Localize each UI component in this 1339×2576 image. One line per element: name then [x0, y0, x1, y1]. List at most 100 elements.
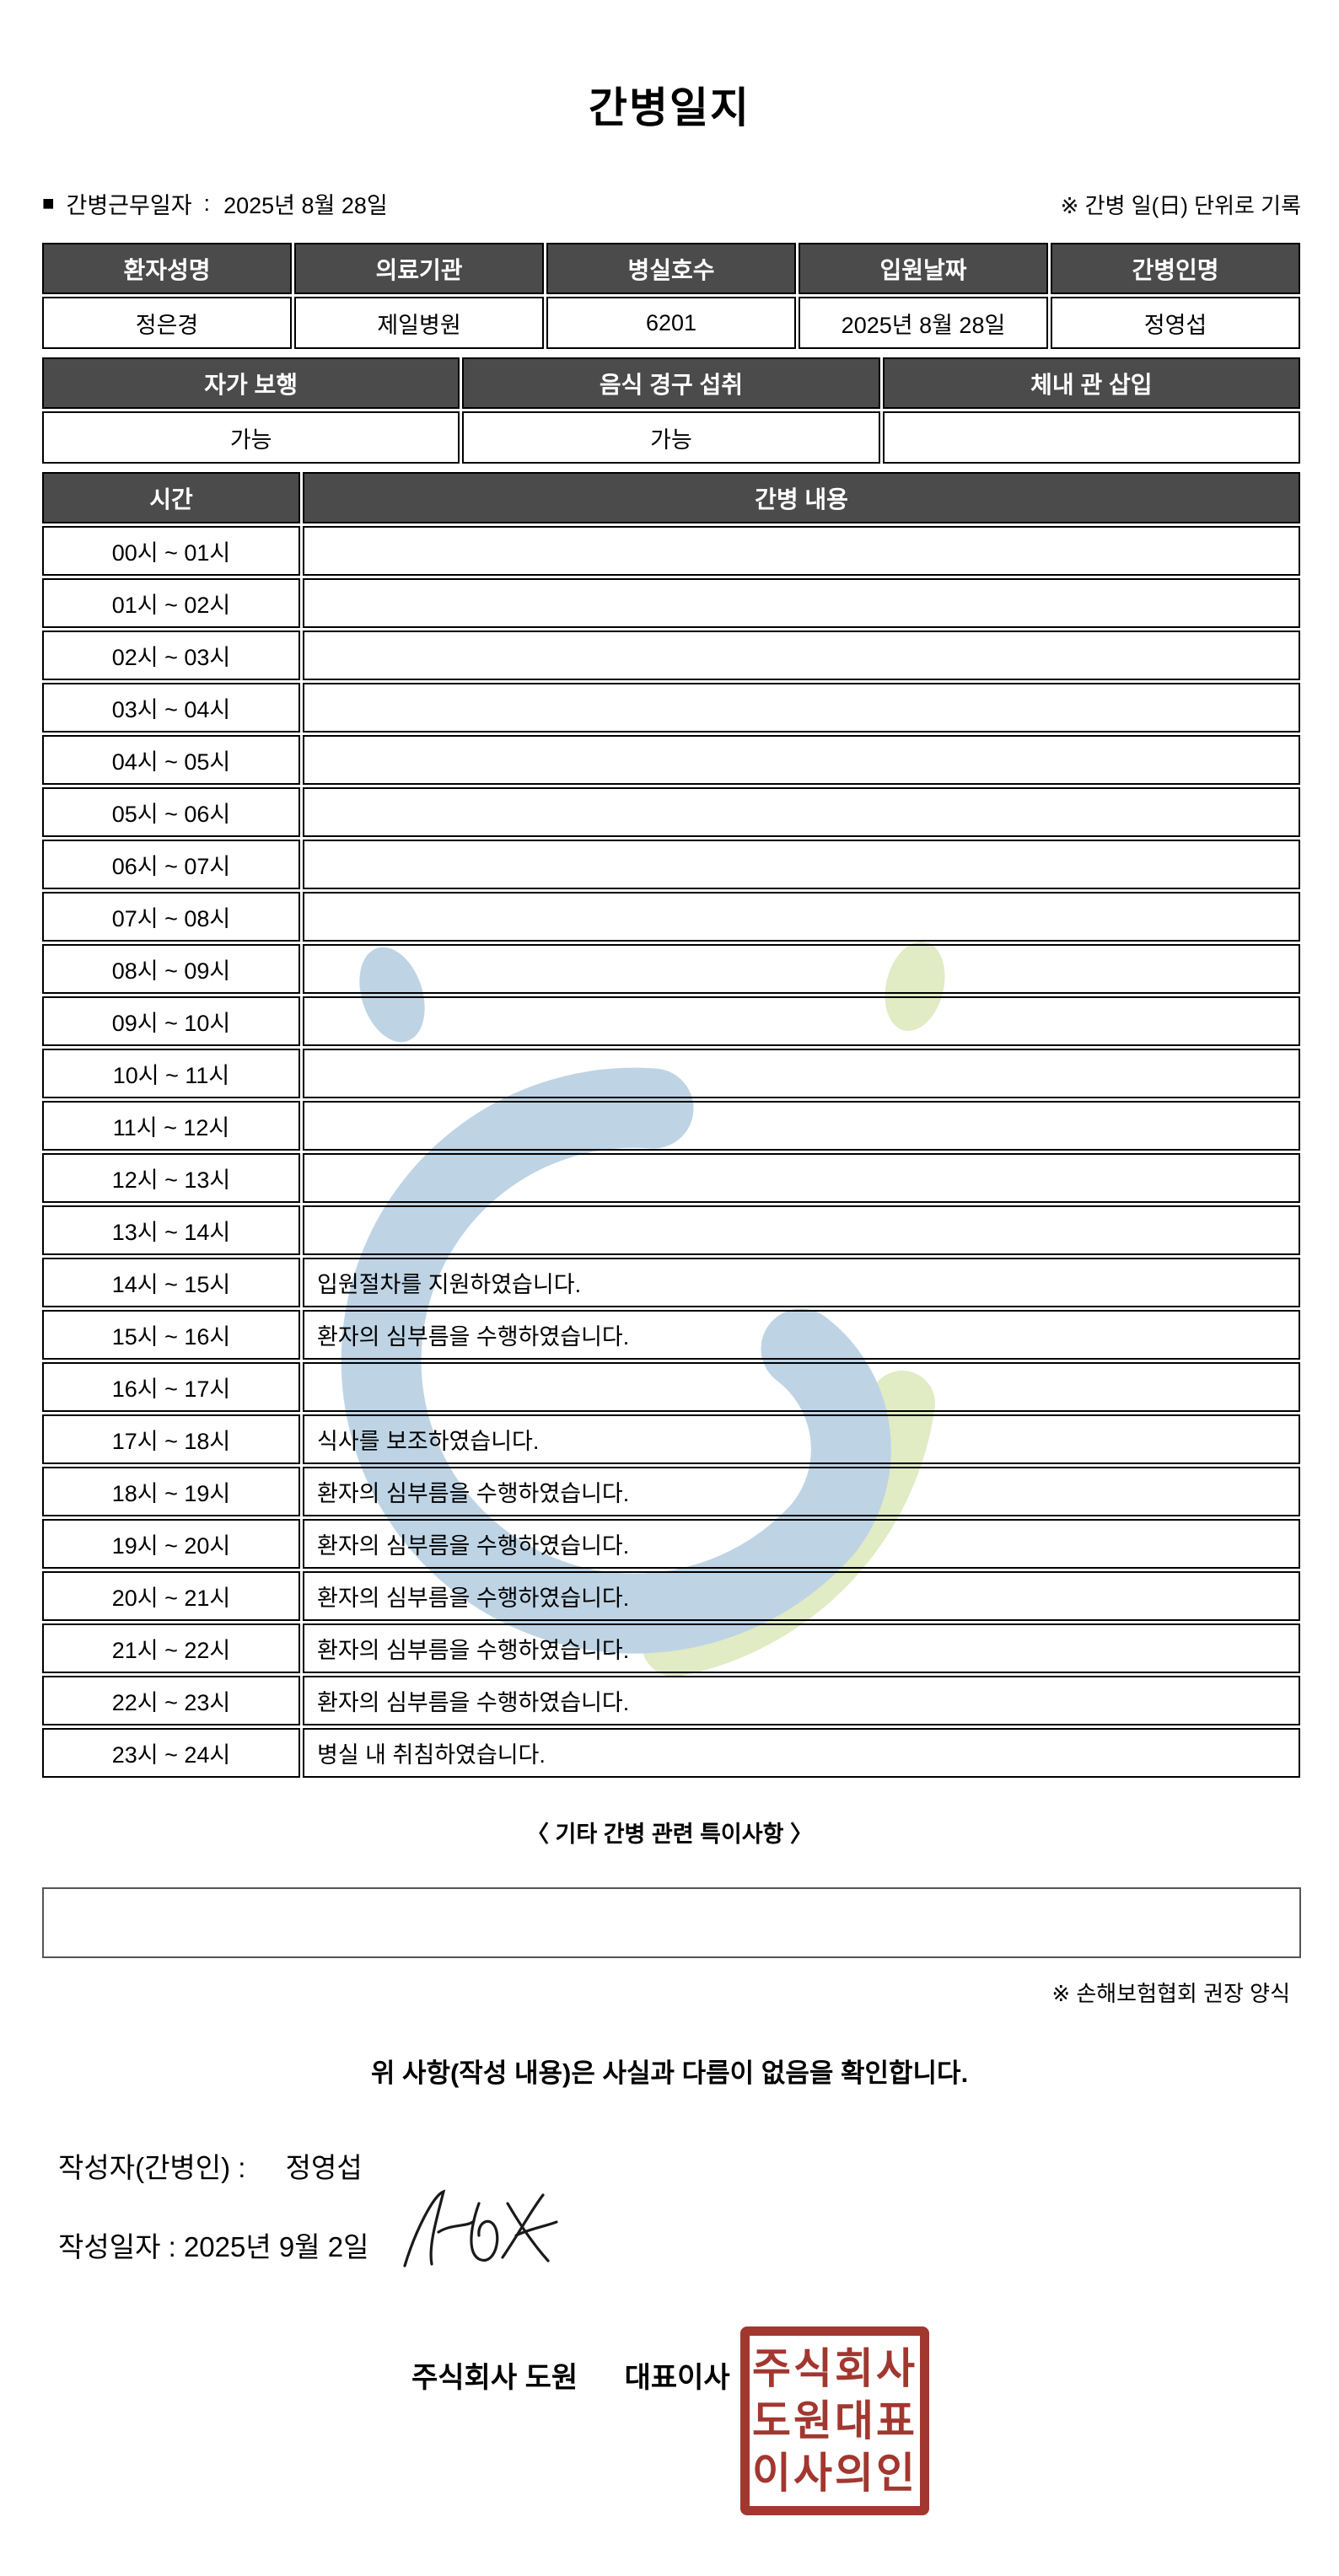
care-content-cell: [303, 1362, 1300, 1412]
condition-header-row: 자가 보행 음식 경구 섭취 체내 관 삽입: [42, 357, 1300, 409]
care-content-cell: 식사를 보조하였습니다.: [303, 1414, 1300, 1464]
time-slot-label: 19시 ~ 20시: [42, 1519, 300, 1569]
header-admission-date: 입원날짜: [799, 243, 1048, 294]
condition-value-row: 가능 가능: [42, 411, 1300, 464]
written-date-line: 작성일자 : 2025년 9월 2일: [58, 2224, 1339, 2265]
patient-info-value-row: 정은경 제일병원 6201 2025년 8월 28일 정영섭: [42, 297, 1300, 349]
care-content-cell: [303, 735, 1300, 785]
care-content-cell: [303, 631, 1300, 680]
company-seal-stamp: 주식회사 도원대표 이사의인: [740, 2326, 929, 2515]
care-log-row: 07시 ~ 08시: [42, 892, 1300, 942]
handwritten-signature: [403, 2189, 558, 2267]
value-oral-intake: 가능: [462, 411, 880, 464]
time-slot-label: 03시 ~ 04시: [42, 683, 300, 733]
seal-text-line: 도원대표: [752, 2397, 917, 2445]
care-log-row: 18시 ~ 19시 환자의 심부름을 수행하였습니다.: [42, 1467, 1300, 1516]
care-content-cell: 환자의 심부름을 수행하였습니다.: [303, 1310, 1300, 1360]
written-date-label: 작성일자 :: [58, 2231, 176, 2262]
header-self-walking: 자가 보행: [42, 357, 460, 409]
time-slot-label: 02시 ~ 03시: [42, 631, 300, 680]
seal-text-line: 이사의인: [752, 2450, 917, 2497]
care-log-row: 19시 ~ 20시 환자의 심부름을 수행하였습니다.: [42, 1519, 1300, 1569]
patient-info-header-row: 환자성명 의료기관 병실호수 입원날짜 간병인명: [42, 243, 1300, 294]
record-unit-note: ※ 간병 일(日) 단위로 기록: [1060, 193, 1301, 218]
notes-box: [42, 1887, 1301, 1958]
care-content-cell: [303, 1049, 1300, 1098]
value-room-number: 6201: [546, 297, 796, 349]
care-log-body: 00시 ~ 01시 01시 ~ 02시 02시 ~ 03시 03시 ~ 04시 04시 …: [42, 526, 1300, 1778]
care-log-row: 16시 ~ 17시: [42, 1362, 1300, 1412]
care-log-header-row: 시간 간병 내용: [42, 472, 1300, 523]
watermark-blue-swirl: [341, 1067, 891, 1654]
care-content-cell: 환자의 심부름을 수행하였습니다.: [303, 1676, 1300, 1725]
watermark-green-dot: [885, 941, 945, 1032]
value-caregiver-name: 정영섭: [1051, 297, 1300, 349]
work-date-colon: :: [203, 191, 211, 216]
care-log-row: 10시 ~ 11시: [42, 1049, 1300, 1098]
time-slot-label: 09시 ~ 10시: [42, 996, 300, 1046]
care-log-row: 05시 ~ 06시: [42, 787, 1300, 837]
work-date-value: 2025년 8월 28일: [223, 193, 388, 218]
value-tube-insertion: [882, 411, 1300, 464]
care-log-row: 06시 ~ 07시: [42, 840, 1300, 889]
time-slot-label: 23시 ~ 24시: [42, 1728, 300, 1778]
watermark-blue-dot: [359, 947, 425, 1043]
care-log-row: 22시 ~ 23시 환자의 심부름을 수행하였습니다.: [42, 1676, 1300, 1725]
work-date-line: ■ 간병근무일자 : 2025년 8월 28일: [42, 187, 388, 220]
patient-info-table: 환자성명 의료기관 병실호수 입원날짜 간병인명 정은경 제일병원 6201 2…: [40, 240, 1303, 352]
care-content-cell: [303, 787, 1300, 837]
time-slot-label: 04시 ~ 05시: [42, 735, 300, 785]
care-content-cell: [303, 683, 1300, 733]
meta-row: ■ 간병근무일자 : 2025년 8월 28일 ※ 간병 일(日) 단위로 기록: [42, 187, 1301, 220]
time-slot-label: 17시 ~ 18시: [42, 1414, 300, 1464]
time-slot-label: 22시 ~ 23시: [42, 1676, 300, 1725]
care-content-cell: [303, 840, 1300, 889]
author-name: 정영섭: [285, 2152, 363, 2183]
time-slot-label: 20시 ~ 21시: [42, 1571, 300, 1621]
notes-heading: 〈 기타 간병 관련 특이사항 〉: [526, 1822, 813, 1847]
time-slot-label: 10시 ~ 11시: [42, 1049, 300, 1098]
header-care-content: 간병 내용: [303, 472, 1300, 523]
watermark-logo: [341, 941, 945, 1677]
care-content-cell: 환자의 심부름을 수행하였습니다.: [303, 1519, 1300, 1569]
confirmation-statement: 위 사항(작성 내용)은 사실과 다름이 없음을 확인합니다.: [370, 2058, 969, 2088]
care-log-row: 00시 ~ 01시: [42, 526, 1300, 576]
work-date-label: 간병근무일자: [66, 193, 192, 218]
care-content-cell: [303, 892, 1300, 942]
time-slot-label: 12시 ~ 13시: [42, 1153, 300, 1203]
seal-text-line: 주식회사: [752, 2345, 917, 2392]
care-content-cell: [303, 1101, 1300, 1151]
header-time: 시간: [42, 472, 300, 523]
care-content-cell: [303, 578, 1300, 628]
value-admission-date: 2025년 8월 28일: [799, 297, 1048, 349]
care-log-row: 08시 ~ 09시: [42, 944, 1300, 994]
value-patient-name: 정은경: [42, 297, 292, 349]
time-slot-label: 00시 ~ 01시: [42, 526, 300, 576]
square-bullet-icon: ■: [42, 191, 55, 215]
header-patient-name: 환자성명: [42, 243, 292, 294]
time-slot-label: 15시 ~ 16시: [42, 1310, 300, 1360]
care-content-cell: [303, 996, 1300, 1046]
care-content-cell: 환자의 심부름을 수행하였습니다.: [303, 1571, 1300, 1621]
time-slot-label: 08시 ~ 09시: [42, 944, 300, 994]
care-log-table: 시간 간병 내용 00시 ~ 01시 01시 ~ 02시 02시 ~ 03시 03시 …: [40, 470, 1303, 1780]
header-tube-insertion: 체내 관 삽입: [882, 357, 1300, 409]
care-log-row: 09시 ~ 10시: [42, 996, 1300, 1046]
care-content-cell: 환자의 심부름을 수행하였습니다.: [303, 1623, 1300, 1673]
value-medical-institution: 제일병원: [294, 297, 544, 349]
care-content-cell: 병실 내 취침하였습니다.: [303, 1728, 1300, 1778]
time-slot-label: 13시 ~ 14시: [42, 1205, 300, 1255]
time-slot-label: 01시 ~ 02시: [42, 578, 300, 628]
time-slot-label: 07시 ~ 08시: [42, 892, 300, 942]
care-content-cell: [303, 1205, 1300, 1255]
patient-condition-table: 자가 보행 음식 경구 섭취 체내 관 삽입 가능 가능: [40, 355, 1303, 466]
time-slot-label: 14시 ~ 15시: [42, 1258, 300, 1307]
care-content-cell: [303, 1153, 1300, 1203]
care-content-cell: 입원절차를 지원하였습니다.: [303, 1258, 1300, 1307]
time-slot-label: 06시 ~ 07시: [42, 840, 300, 889]
care-content-cell: [303, 526, 1300, 576]
time-slot-label: 21시 ~ 22시: [42, 1623, 300, 1673]
time-slot-label: 11시 ~ 12시: [42, 1101, 300, 1151]
care-log-row: 23시 ~ 24시 병실 내 취침하였습니다.: [42, 1728, 1300, 1778]
